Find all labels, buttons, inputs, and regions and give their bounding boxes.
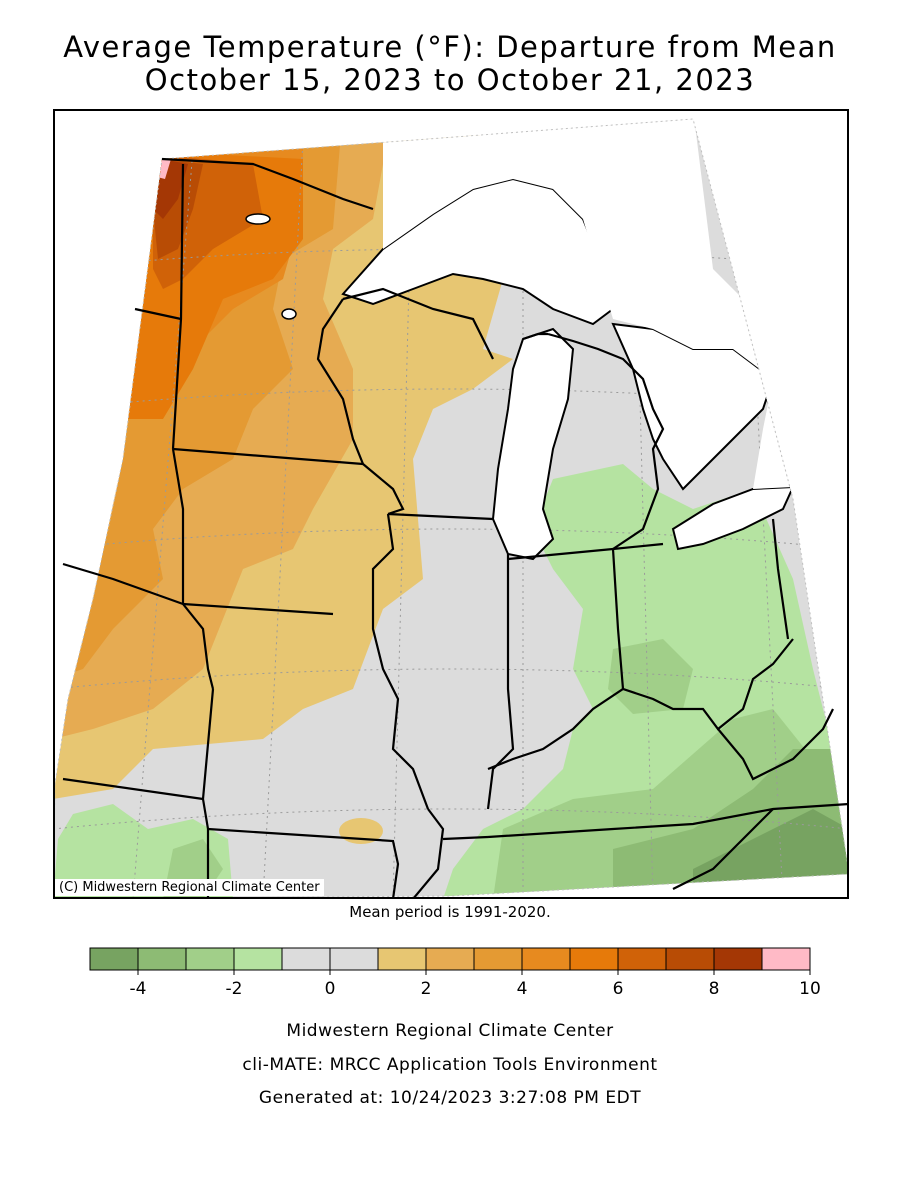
map-title-line2: October 15, 2023 to October 21, 2023: [144, 63, 756, 97]
temperature-departure-map: [53, 109, 849, 899]
legend-swatch: [521, 947, 571, 971]
legend-tick-label: 8: [709, 979, 720, 999]
legend-tick-label: -2: [226, 979, 243, 999]
legend-tick-label: 10: [799, 979, 821, 999]
legend-swatch: [377, 947, 427, 971]
legend-swatch: [137, 947, 187, 971]
color-scale-legend: -4 -2 0 2 4 6 8 10: [89, 947, 821, 999]
state-boundaries: [62, 157, 849, 899]
legend-swatch: [665, 947, 715, 971]
legend-tick-label: 0: [325, 979, 336, 999]
legend-tick-label: 4: [517, 979, 528, 999]
legend-swatch: [281, 947, 331, 971]
legend-tick-label: 2: [421, 979, 432, 999]
legend-swatch: [89, 947, 139, 971]
footer-generated-timestamp: Generated at: 10/24/2023 3:27:08 PM EDT: [258, 1088, 642, 1108]
map-title-line1: Average Temperature (°F): Departure from…: [63, 30, 837, 64]
legend-swatch: [425, 947, 475, 971]
mean-period-note: Mean period is 1991-2020.: [349, 903, 551, 921]
legend-swatch: [233, 947, 283, 971]
legend-swatch: [617, 947, 667, 971]
legend-swatch: [329, 947, 379, 971]
legend-tick-label: -4: [130, 979, 147, 999]
legend-swatch: [185, 947, 235, 971]
copyright-label: (C) Midwestern Regional Climate Center: [55, 879, 324, 896]
footer-tool-name: cli-MATE: MRCC Application Tools Environ…: [242, 1055, 658, 1075]
legend-swatch: [713, 947, 763, 971]
legend-swatch: [761, 947, 811, 971]
footer-organization: Midwestern Regional Climate Center: [286, 1021, 614, 1041]
legend-swatch: [473, 947, 523, 971]
legend-swatch: [569, 947, 619, 971]
legend-tick-label: 6: [613, 979, 624, 999]
